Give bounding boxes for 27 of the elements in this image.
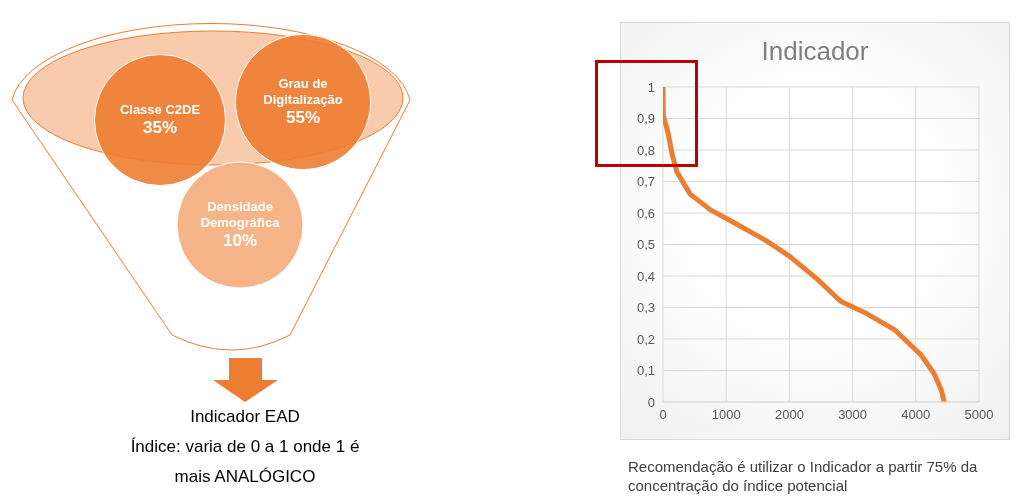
y-tick-label: 0,4: [636, 268, 655, 284]
y-tick-label: 0,8: [636, 142, 655, 158]
y-tick-label: 1: [647, 79, 655, 95]
y-tick-label: 0,3: [636, 300, 655, 316]
x-tick-label: 5000: [964, 407, 994, 423]
text: Indicador EAD: [189, 406, 301, 428]
y-tick-label: 0,5: [636, 237, 655, 253]
x-tick-label: 4000: [901, 407, 931, 423]
x-tick-label: 1000: [711, 407, 741, 423]
text: Recomendação é utilizar o Indicador a partir 75% da concentração do índice potencial: [628, 457, 979, 495]
data-label: 35%: [142, 118, 178, 138]
chart-title: Indicador: [760, 36, 870, 67]
category-label: Densidade Demográfica: [199, 199, 281, 231]
text: Índice: varia de 0 a 1 onde 1 é mais ANALÓGICO: [129, 436, 361, 488]
y-tick-label: 0,1: [636, 363, 655, 379]
y-tick-label: 0: [647, 394, 655, 410]
y-tick-label: 0,7: [636, 174, 655, 190]
x-tick-label: 0: [659, 407, 667, 423]
data-label: 10%: [222, 231, 258, 251]
category-label: Classe C2DE: [119, 102, 201, 118]
y-tick-label: 0,9: [636, 111, 655, 127]
y-tick-label: 0,2: [636, 331, 655, 347]
x-tick-label: 3000: [838, 407, 868, 423]
category-label: Grau de Digitalização: [262, 76, 344, 108]
x-tick-label: 2000: [774, 407, 804, 423]
data-label: 55%: [285, 108, 321, 128]
y-tick-label: 0,6: [636, 205, 655, 221]
